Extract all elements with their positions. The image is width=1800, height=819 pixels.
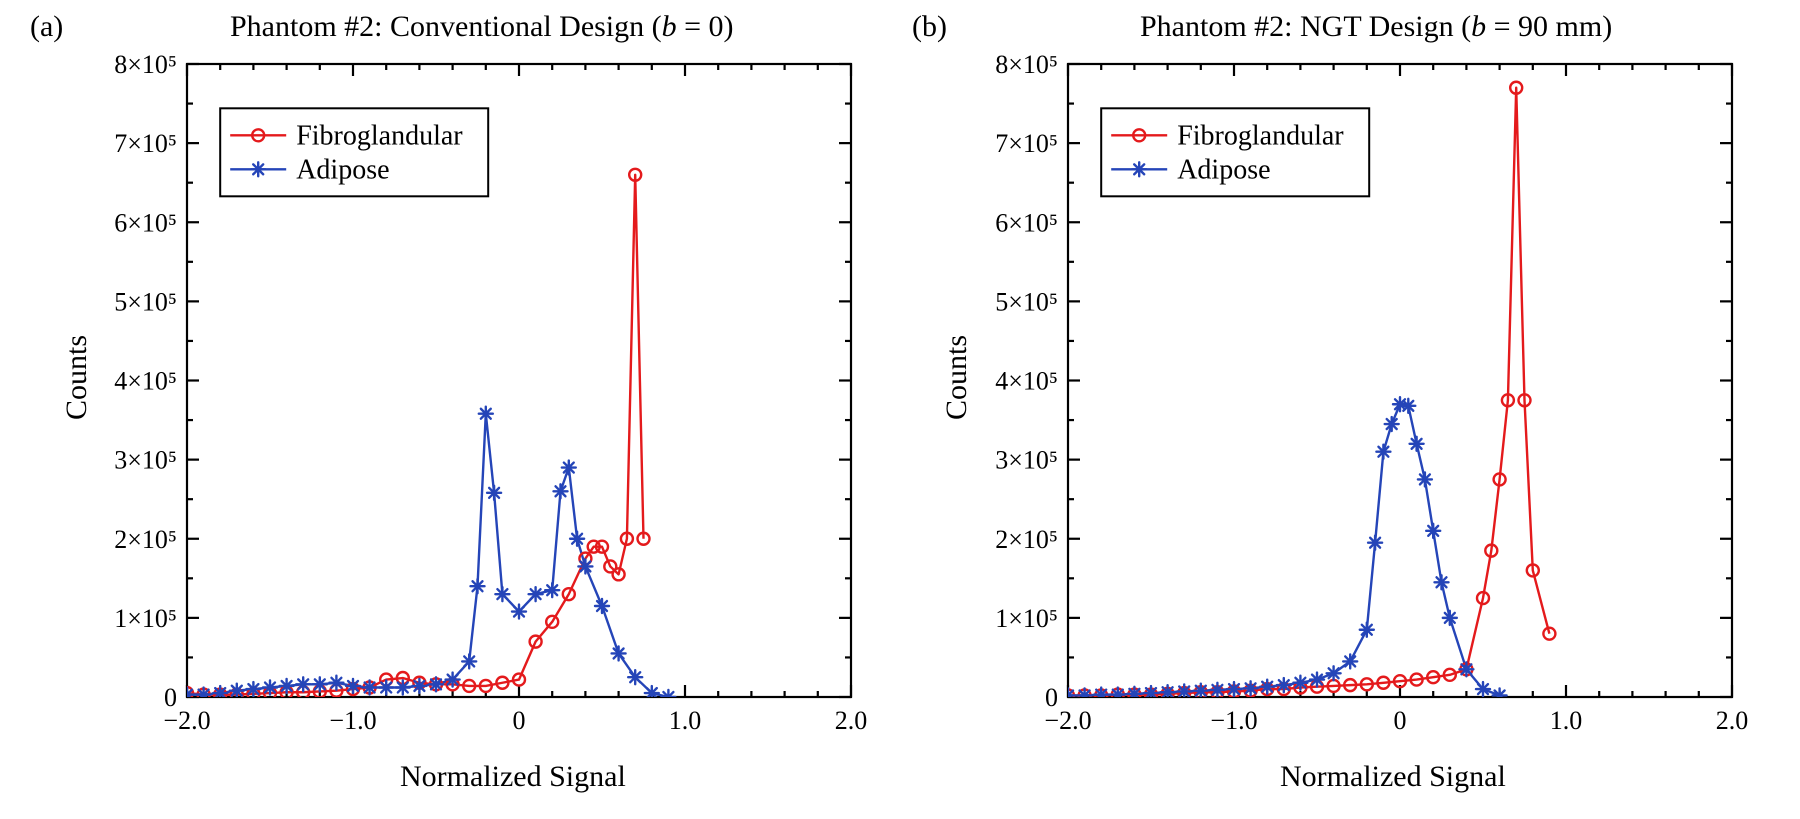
legend-entry: Fibroglandular [1177, 120, 1344, 151]
y-tick-label: 1×10⁵ [995, 604, 1058, 633]
y-tick-label: 6×10⁵ [995, 208, 1058, 237]
series-markers-adipose [180, 407, 675, 704]
y-tick-label: 7×10⁵ [114, 129, 177, 158]
y-tick-label: 3×10⁵ [995, 446, 1058, 475]
series-line-adipose [1068, 404, 1500, 695]
y-tick-label: 4×10⁵ [114, 367, 177, 396]
x-tick-label: 1.0 [669, 706, 702, 735]
series-markers-fibro [181, 169, 650, 701]
series-line-fibro [187, 175, 644, 695]
x-tick-label: −1.0 [329, 706, 376, 735]
legend-entry: Adipose [296, 154, 389, 185]
y-tick-label: 1×10⁵ [114, 604, 177, 633]
series-markers-adipose [1061, 397, 1507, 702]
y-tick-label: 6×10⁵ [114, 208, 177, 237]
y-tick-label: 5×10⁵ [995, 287, 1058, 316]
legend: FibroglandularAdipose [220, 108, 488, 196]
y-tick-label: 3×10⁵ [114, 446, 177, 475]
plot-area [180, 169, 675, 704]
series-line-adipose [187, 414, 668, 697]
y-tick-label: 0 [164, 683, 177, 712]
legend: FibroglandularAdipose [1101, 108, 1369, 196]
legend-entry: Adipose [1177, 154, 1270, 185]
x-tick-label: 1.0 [1550, 706, 1583, 735]
y-tick-label: 8×10⁵ [995, 50, 1058, 79]
legend-entry: Fibroglandular [296, 120, 463, 151]
x-tick-label: 0 [1394, 706, 1407, 735]
y-tick-label: 8×10⁵ [114, 50, 177, 79]
x-tick-label: 2.0 [1716, 706, 1749, 735]
y-tick-label: 2×10⁵ [995, 525, 1058, 554]
y-tick-label: 7×10⁵ [995, 129, 1058, 158]
x-tick-label: 0 [513, 706, 526, 735]
x-tick-label: 2.0 [835, 706, 868, 735]
x-tick-label: −1.0 [1210, 706, 1257, 735]
y-tick-label: 0 [1045, 683, 1058, 712]
figure-root: (a) Phantom #2: Conventional Design (b =… [0, 0, 1800, 819]
panel-a: −2.0−1.001.02.001×10⁵2×10⁵3×10⁵4×10⁵5×10… [114, 50, 867, 735]
y-tick-label: 2×10⁵ [114, 525, 177, 554]
y-tick-label: 4×10⁵ [995, 367, 1058, 396]
y-tick-label: 5×10⁵ [114, 287, 177, 316]
svg-root: −2.0−1.001.02.001×10⁵2×10⁵3×10⁵4×10⁵5×10… [0, 0, 1800, 819]
panel-b: −2.0−1.001.02.001×10⁵2×10⁵3×10⁵4×10⁵5×10… [995, 50, 1748, 735]
